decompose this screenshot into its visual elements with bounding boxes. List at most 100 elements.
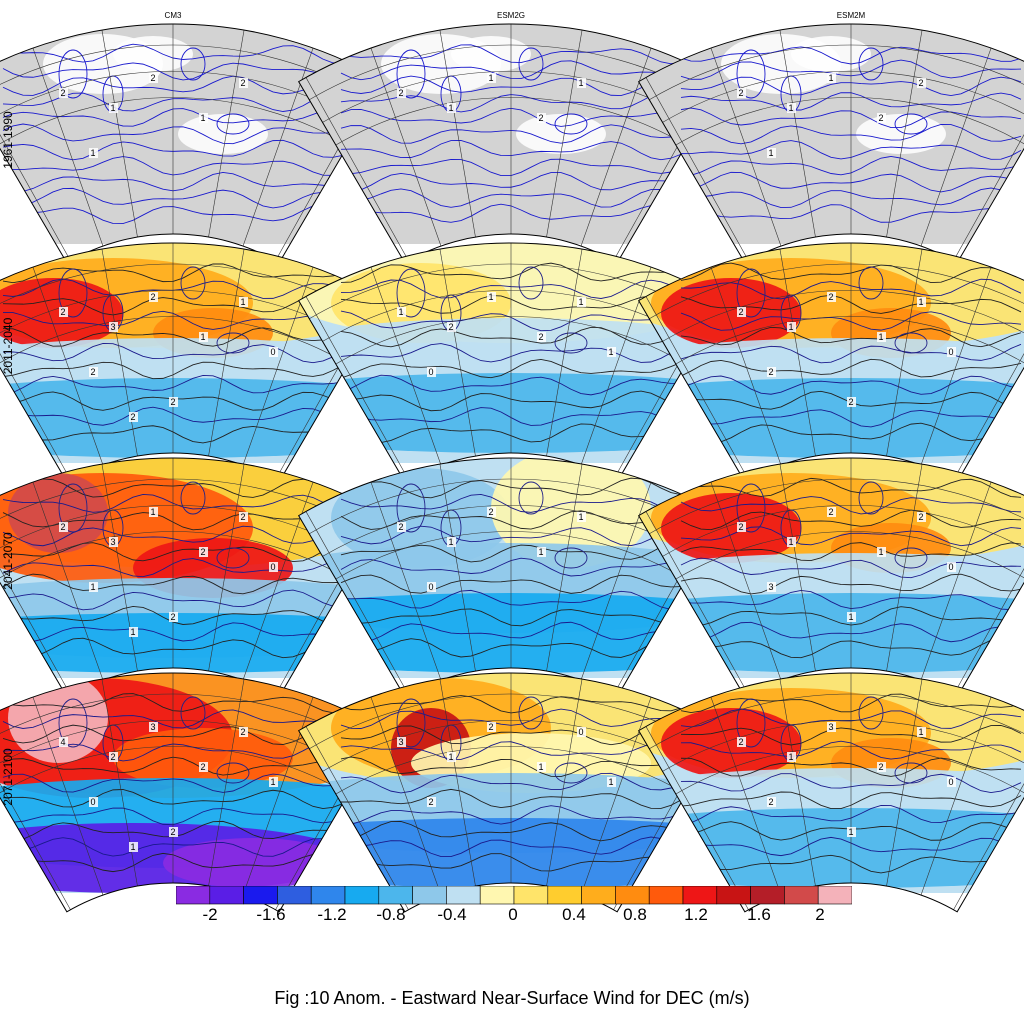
contour-label-bg <box>737 737 746 747</box>
contour-label-bg <box>199 547 208 557</box>
contour-label: 1 <box>788 322 793 332</box>
contour-label-bg <box>149 507 158 517</box>
contour-label: 2 <box>918 78 923 88</box>
colorbar-bin <box>344 886 380 905</box>
closed-contour <box>736 698 766 748</box>
meridian <box>370 266 442 466</box>
colorbar-bin <box>547 886 582 905</box>
contour-label: 2 <box>738 307 743 317</box>
anomaly-shading <box>163 838 343 888</box>
colorbar-tick: 1.2 <box>684 905 708 924</box>
contour-label-bg <box>447 752 456 762</box>
contour-label: 1 <box>788 103 793 113</box>
colorbar-bin <box>176 886 211 905</box>
map-panel: 2 1 1 2 2 1 <box>637 23 1024 264</box>
contour-label: 1 <box>768 148 773 158</box>
colorbar-bin <box>277 886 312 905</box>
row-label-2011-2040: 2011-2040 <box>1 317 15 375</box>
colorbar-bin <box>648 886 684 905</box>
contour-label-bg <box>607 347 616 357</box>
colorbar-bin <box>682 886 718 905</box>
meridian <box>305 511 409 695</box>
closed-contour <box>58 49 88 99</box>
colorbar-bin <box>581 886 616 905</box>
contour-label-bg <box>149 292 158 302</box>
contour-label: 3 <box>110 537 115 547</box>
closed-contour <box>894 762 928 784</box>
contour-label: 2 <box>200 547 205 557</box>
meridian <box>305 296 409 480</box>
closed-contour <box>180 696 206 730</box>
parallel <box>0 97 349 146</box>
closed-contour <box>396 268 426 318</box>
map-frame <box>637 672 1024 913</box>
figure-caption: Fig :10 Anom. - Eastward Near-Surface Wi… <box>274 988 750 1008</box>
contour-label: 0 <box>428 582 433 592</box>
contour-label-bg <box>917 78 926 88</box>
closed-contour <box>518 47 544 81</box>
parallel <box>662 71 1024 123</box>
colorbar-tick: 2 <box>815 905 825 924</box>
meridian <box>370 481 442 681</box>
contour-label-bg <box>89 367 98 377</box>
closed-contour <box>518 696 544 730</box>
colorbar-bin <box>750 886 785 905</box>
contour-label-bg <box>487 73 496 83</box>
meridian <box>0 511 71 695</box>
meridian <box>779 249 816 457</box>
contour-label-bg <box>537 332 546 342</box>
map-panel: 2 1 2 1 2 1 <box>0 23 387 264</box>
contour-label: 4 <box>60 737 65 747</box>
contour-label: 1 <box>130 842 135 852</box>
contour-label-bg <box>397 522 406 532</box>
column-title-esm2g: ESM2G <box>496 11 525 20</box>
contour-label-bg <box>149 73 158 83</box>
contour-label: 2 <box>398 522 403 532</box>
contour-label-bg <box>577 727 586 737</box>
contour-label: 2 <box>738 737 743 747</box>
contour-label-bg <box>487 292 496 302</box>
contour-label-bg <box>59 88 68 98</box>
contour-label-bg <box>487 722 496 732</box>
closed-contour <box>180 47 206 81</box>
closed-contour <box>554 762 588 784</box>
contour-label: 1 <box>848 612 853 622</box>
contour-label: 0 <box>428 367 433 377</box>
meridian <box>370 47 442 247</box>
colorbar-bin <box>446 886 481 905</box>
closed-contour <box>518 481 544 515</box>
contour-label: 2 <box>448 322 453 332</box>
closed-contour <box>554 113 588 135</box>
anomaly-shading <box>8 473 108 553</box>
contour-label: 1 <box>448 103 453 113</box>
contour-label: 2 <box>240 512 245 522</box>
closed-contour <box>58 268 88 318</box>
closed-contour <box>216 332 250 354</box>
contour-label: 1 <box>130 627 135 637</box>
contour-label: 3 <box>110 322 115 332</box>
contour-label: 2 <box>488 507 493 517</box>
row-label-1961-1990: 1961-1990 <box>1 111 15 169</box>
contour-label-bg <box>199 762 208 772</box>
contour-label: 1 <box>200 332 205 342</box>
row-label-2041-2070: 2041-2070 <box>1 532 15 590</box>
meridian <box>779 464 816 672</box>
contour-label-bg <box>737 88 746 98</box>
colorbar-tick: -2 <box>202 905 218 924</box>
closed-contour <box>396 49 426 99</box>
contour-label-bg <box>827 722 836 732</box>
contour-label-bg <box>877 762 886 772</box>
contour-label: 1 <box>608 777 613 787</box>
meridian <box>645 77 749 261</box>
contour-label-bg <box>947 347 956 357</box>
meridian <box>439 30 476 238</box>
meridian <box>32 47 104 247</box>
contour-label-bg <box>447 322 456 332</box>
contour-label: 1 <box>878 332 883 342</box>
contour-label: 0 <box>270 562 275 572</box>
meridian <box>32 696 104 896</box>
meridian <box>32 266 104 466</box>
contour-label: 2 <box>150 73 155 83</box>
contour-label: 2 <box>110 752 115 762</box>
contour-label-bg <box>129 842 138 852</box>
